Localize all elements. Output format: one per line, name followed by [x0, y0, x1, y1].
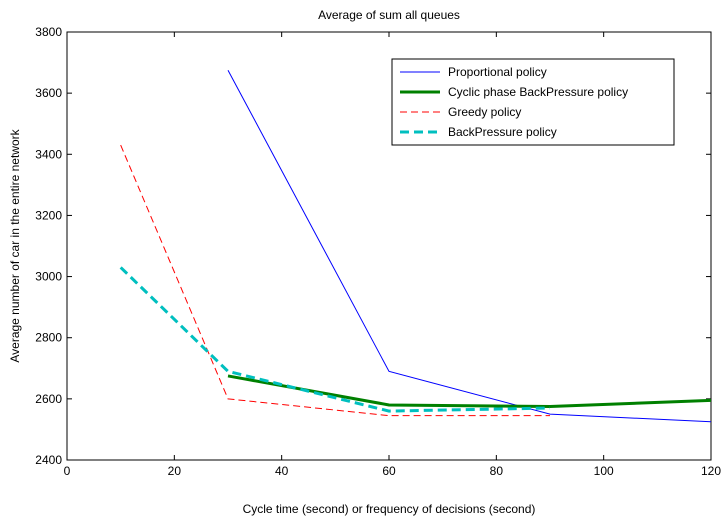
- series-line-greedy-policy: [120, 144, 550, 417]
- x-tick-label: 40: [275, 464, 289, 478]
- series-line-backpressure-policy: [119, 266, 551, 413]
- chart-title: Average of sum all queues: [318, 8, 460, 22]
- y-tick-label: 3400: [35, 147, 62, 161]
- y-axis-label: Average number of car in the entire netw…: [8, 128, 22, 362]
- legend-label: Cyclic phase BackPressure policy: [448, 85, 628, 99]
- legend: Proportional policy Cyclic phase BackPres…: [391, 58, 675, 146]
- x-tick-label: 100: [594, 464, 614, 478]
- y-tick-label: 2400: [35, 453, 62, 467]
- x-tick-label: 60: [382, 464, 396, 478]
- y-tick-label: 3000: [35, 270, 62, 284]
- series-lines: [119, 69, 712, 423]
- x-tick-label: 80: [490, 464, 504, 478]
- x-tick-label: 0: [64, 464, 71, 478]
- y-tick-label: 2800: [35, 331, 62, 345]
- y-tick-label: 2600: [35, 392, 62, 406]
- x-tick-label: 20: [168, 464, 182, 478]
- x-tick-label: 120: [701, 464, 721, 478]
- y-tick-label: 3600: [35, 86, 62, 100]
- x-axis-label: Cycle time (second) or frequency of deci…: [243, 502, 536, 516]
- y-tick-label: 3800: [35, 25, 62, 39]
- legend-label: Proportional policy: [448, 65, 547, 79]
- y-tick-label: 3200: [35, 208, 62, 222]
- legend-box: [391, 58, 675, 146]
- legend-label: BackPressure policy: [448, 125, 557, 139]
- axis-ticks: 0 20 40 60 80 100 120 2400 2600 2800 3000 3200 3400 3…: [35, 25, 721, 478]
- series-line-proportional-policy: [227, 69, 712, 423]
- legend-label: Greedy policy: [448, 105, 521, 119]
